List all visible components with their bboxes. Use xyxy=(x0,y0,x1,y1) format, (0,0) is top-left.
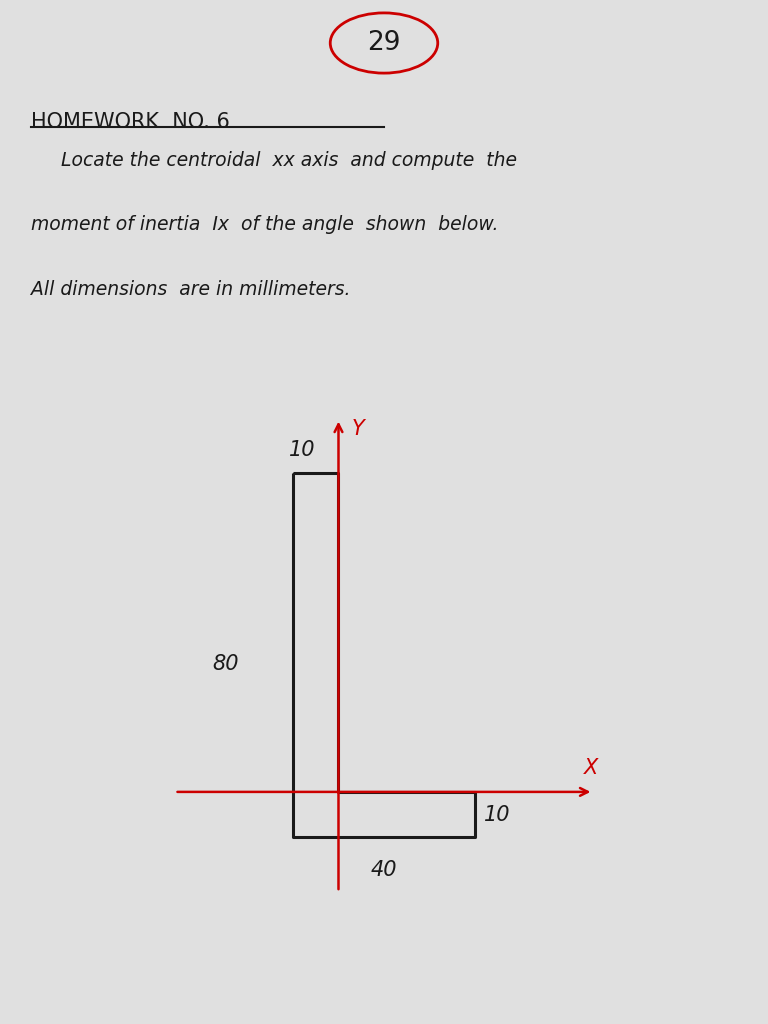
Text: 29: 29 xyxy=(367,30,401,56)
Text: All dimensions  are in millimeters.: All dimensions are in millimeters. xyxy=(31,280,350,299)
Text: 40: 40 xyxy=(371,860,397,881)
Text: 10: 10 xyxy=(289,439,316,460)
Text: X: X xyxy=(584,758,598,778)
Text: moment of inertia  Ix  of the angle  shown  below.: moment of inertia Ix of the angle shown … xyxy=(31,215,498,234)
Text: 80: 80 xyxy=(212,654,238,675)
Text: HOMEWORK  NO. 6: HOMEWORK NO. 6 xyxy=(31,112,230,132)
Text: 10: 10 xyxy=(484,805,511,824)
Text: Locate the centroidal  xx axis  and compute  the: Locate the centroidal xx axis and comput… xyxy=(31,151,517,170)
Text: Y: Y xyxy=(353,419,365,438)
